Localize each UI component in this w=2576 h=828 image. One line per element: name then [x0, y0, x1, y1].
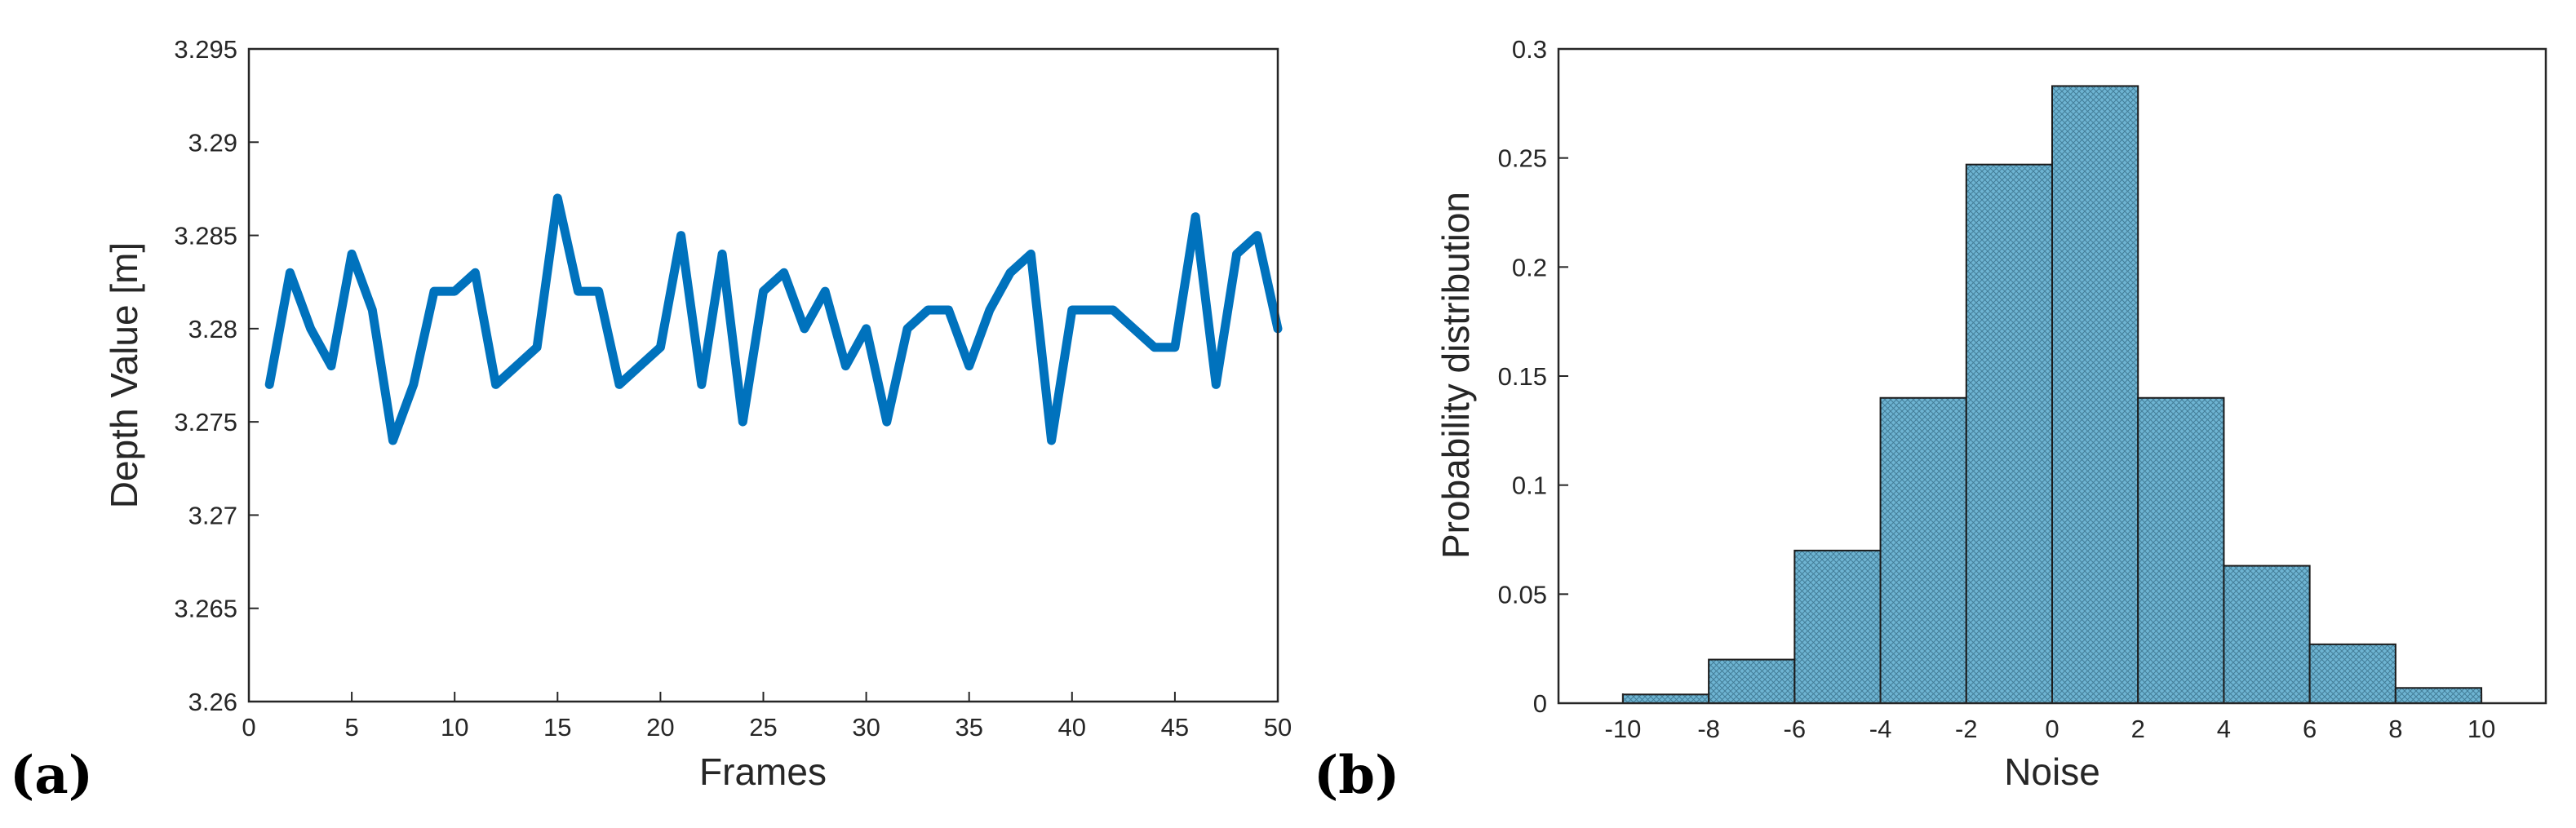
- y-tick-label: 0.25: [1498, 144, 1547, 173]
- y-tick-label: 3.29: [188, 128, 237, 157]
- y-tick-label: 3.28: [188, 315, 237, 343]
- y-tick-label: 0.2: [1512, 253, 1547, 281]
- histogram-bar: [2394, 687, 2483, 705]
- histogram-bar: [2223, 565, 2311, 705]
- x-tick-label: 8: [2388, 715, 2402, 743]
- panel-label: (a): [10, 745, 93, 806]
- x-tick-label: 5: [344, 713, 358, 742]
- histogram-bar: [1621, 693, 1710, 704]
- x-tick-label: 2: [2131, 715, 2145, 743]
- y-axis-label: Depth Value [m]: [103, 242, 145, 508]
- plot-frame: [1557, 47, 2547, 705]
- y-tick-label: 0.05: [1498, 580, 1547, 609]
- y-tick-label: 3.295: [174, 35, 237, 64]
- histogram-bar: [2137, 396, 2225, 704]
- x-tick-label: -8: [1697, 715, 1720, 743]
- x-tick-label: 10: [2467, 715, 2495, 743]
- x-tick-label: 0: [242, 713, 255, 742]
- x-tick-label: -6: [1784, 715, 1807, 743]
- x-tick-label: -2: [1955, 715, 1978, 743]
- x-tick-label: 10: [441, 713, 468, 742]
- x-tick-label: 15: [543, 713, 571, 742]
- y-tick-label: 0.1: [1512, 472, 1547, 500]
- x-axis-label: Noise: [2004, 751, 2100, 793]
- plot-frame: [247, 47, 1279, 703]
- y-tick-label: 3.26: [188, 688, 237, 716]
- x-tick-label: 30: [852, 713, 880, 742]
- histogram-bar: [2051, 85, 2139, 705]
- y-axis-label: Probability distribution: [1434, 192, 1477, 559]
- x-tick-label: -10: [1605, 715, 1642, 743]
- x-tick-label: 0: [2045, 715, 2059, 743]
- panel-label: (b): [1314, 745, 1399, 806]
- histogram-panel: -10 -8 -6 -4 -2 0 2 4 6 8 10 0 0.05 0.1 0.15 0.2 0.25 0.3…: [1314, 35, 2547, 806]
- x-tick-label: 45: [1161, 713, 1189, 742]
- y-tick-label: 0: [1533, 689, 1547, 718]
- x-tick-label: 40: [1058, 713, 1086, 742]
- x-axis-label: Frames: [699, 751, 827, 793]
- line-chart-panel: 0 5 10 15 20 25 30 35 40 45 50 3.26 3.265 3.27 3.275 3.…: [10, 35, 1292, 806]
- x-tick-label: 6: [2303, 715, 2317, 743]
- y-tick-label: 3.27: [188, 501, 237, 529]
- y-tick-label: 3.275: [174, 408, 237, 436]
- histogram-bar: [1965, 163, 2054, 705]
- x-tick-label: -4: [1869, 715, 1892, 743]
- histogram-bar: [1879, 396, 1967, 704]
- x-tick-label: 20: [646, 713, 674, 742]
- y-tick-label: 0.15: [1498, 362, 1547, 391]
- histogram-bar: [1793, 549, 1882, 704]
- x-tick-label: 25: [749, 713, 777, 742]
- y-tick-label: 0.3: [1512, 35, 1547, 64]
- depth-series-line: [264, 193, 1283, 445]
- histogram-bar: [1708, 658, 1796, 704]
- x-tick-label: 35: [955, 713, 982, 742]
- y-tick-label: 3.265: [174, 595, 237, 623]
- y-tick-label: 3.285: [174, 222, 237, 250]
- histogram-bar: [2308, 643, 2396, 705]
- x-tick-label: 50: [1264, 713, 1292, 742]
- x-tick-label: 4: [2217, 715, 2231, 743]
